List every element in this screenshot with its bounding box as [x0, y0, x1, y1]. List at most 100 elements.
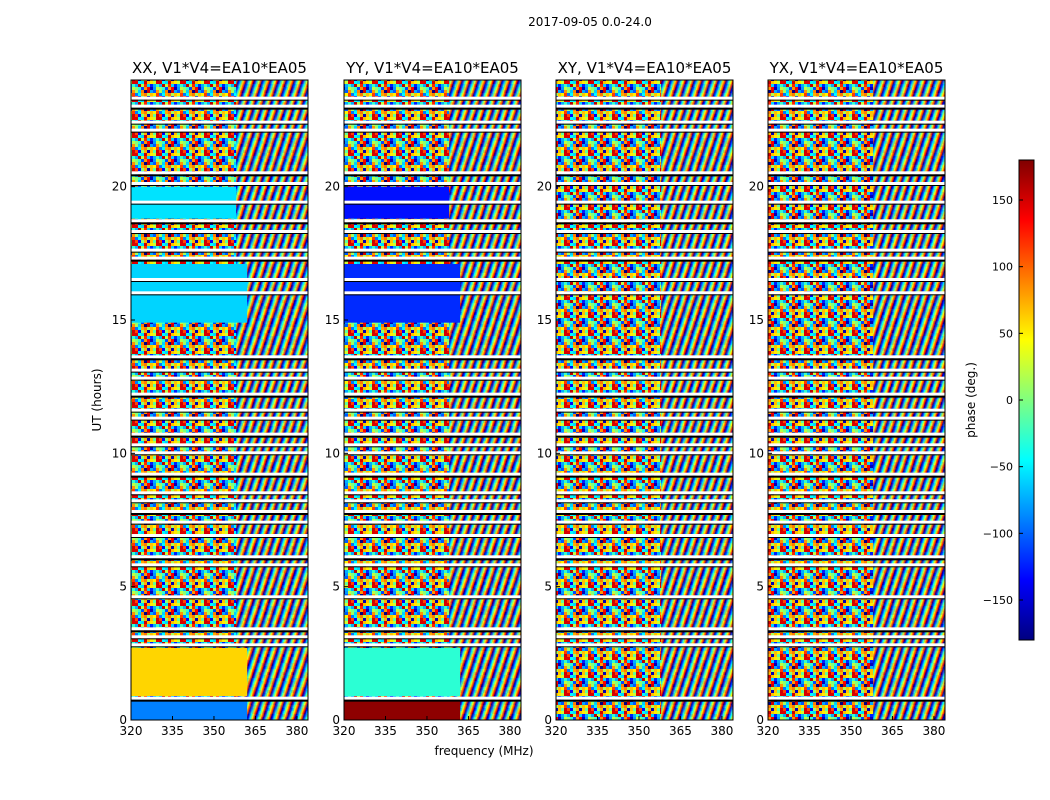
flagged-row	[344, 291, 521, 295]
panel-frame	[767, 79, 946, 721]
x-tick-label: 365	[881, 724, 904, 738]
flagged-row	[131, 392, 308, 396]
flagged-row	[768, 230, 945, 233]
flag-edge	[344, 475, 521, 478]
flagged-row	[768, 555, 945, 559]
flagged-row	[131, 491, 308, 495]
flag-edge	[131, 558, 308, 561]
flagged-row	[131, 563, 308, 567]
flag-edge	[344, 454, 521, 456]
flag-edge	[556, 446, 733, 448]
flag-edge	[344, 259, 521, 262]
flag-edge	[556, 475, 733, 478]
flag-edge	[556, 379, 733, 381]
flag-edge	[131, 537, 308, 538]
flag-edge	[556, 699, 733, 702]
flag-edge	[131, 185, 308, 186]
flag-edge	[344, 566, 521, 568]
flagged-row	[556, 392, 733, 396]
flag-edge	[768, 371, 945, 373]
flagged-row	[556, 219, 733, 223]
flag-edge	[556, 131, 733, 133]
flagged-row	[344, 696, 521, 700]
flagged-row	[131, 443, 308, 447]
y-tick-label: 5	[544, 580, 552, 594]
flag-edge	[768, 598, 945, 600]
flag-edge	[768, 537, 945, 538]
colorbar-tick-label: −50	[990, 461, 1013, 474]
flag-edge	[131, 281, 308, 282]
flagged-row	[556, 643, 733, 647]
flag-edge	[344, 523, 521, 525]
flag-edge	[131, 99, 308, 101]
flagged-row	[131, 376, 308, 380]
y-tick-label: 10	[325, 446, 340, 460]
flagged-row	[556, 182, 733, 185]
flag-edge	[344, 123, 521, 125]
flagged-row	[556, 510, 733, 513]
flagged-row	[768, 219, 945, 223]
flagged-row	[556, 376, 733, 380]
flagged-row	[768, 534, 945, 537]
flag-edge	[131, 259, 308, 262]
y-tick-label: 0	[544, 713, 552, 727]
x-tick-label: 380	[498, 724, 521, 738]
flag-edge	[768, 566, 945, 568]
flagged-row	[556, 520, 733, 524]
flagged-row	[131, 451, 308, 455]
flagged-row	[556, 368, 733, 372]
flag-edge	[344, 379, 521, 381]
x-tick-label: 320	[333, 724, 356, 738]
flag-edge	[768, 185, 945, 186]
flag-edge	[131, 203, 308, 205]
flagged-row	[556, 627, 733, 631]
flagged-row	[768, 451, 945, 455]
flag-edge	[556, 638, 733, 640]
flag-edge	[344, 358, 521, 361]
flagged-row	[768, 408, 945, 412]
flagged-row	[556, 120, 733, 124]
flagged-row	[768, 510, 945, 513]
flag-edge	[131, 371, 308, 373]
flag-edge	[131, 446, 308, 448]
y-tick-label: 20	[537, 180, 552, 194]
flagged-row	[556, 128, 733, 132]
flagged-row	[131, 128, 308, 132]
panel-title: YY, V1*V4=EA10*EA05	[345, 59, 519, 77]
flagged-row	[556, 595, 733, 599]
flag-edge	[556, 185, 733, 186]
flagged-row	[131, 595, 308, 599]
flag-edge	[556, 454, 733, 456]
y-tick-label: 15	[112, 313, 127, 327]
fringe-region	[449, 80, 521, 720]
flag-edge	[556, 630, 733, 633]
x-tick-label: 320	[120, 724, 143, 738]
flag-edge	[768, 395, 945, 398]
y-tick-label: 10	[749, 446, 764, 460]
flagged-row	[131, 355, 308, 359]
flag-edge	[131, 598, 308, 600]
flag-edge	[344, 558, 521, 561]
flagged-row	[344, 443, 521, 447]
phase-block	[131, 698, 248, 720]
flag-edge	[556, 123, 733, 125]
flag-edge	[131, 379, 308, 381]
flag-edge	[556, 502, 733, 504]
panel-xy: XY, V1*V4=EA10*EA05 320 335 350 365 380 0 5 10 15…	[537, 59, 734, 738]
fringe-region	[873, 80, 945, 720]
flagged-row	[344, 355, 521, 359]
panel-frame	[343, 79, 522, 721]
flagged-row	[344, 171, 521, 175]
flagged-row	[131, 635, 308, 639]
flagged-row	[344, 96, 521, 100]
flagged-row	[131, 104, 308, 108]
flag-edge	[556, 358, 733, 361]
x-tick-label: 335	[161, 724, 184, 738]
flag-edge	[131, 222, 308, 225]
flagged-row	[768, 563, 945, 567]
flagged-row	[131, 643, 308, 647]
flagged-row	[768, 355, 945, 359]
flag-edge	[344, 435, 521, 438]
flagged-row	[344, 416, 521, 420]
flag-edge	[344, 646, 521, 648]
